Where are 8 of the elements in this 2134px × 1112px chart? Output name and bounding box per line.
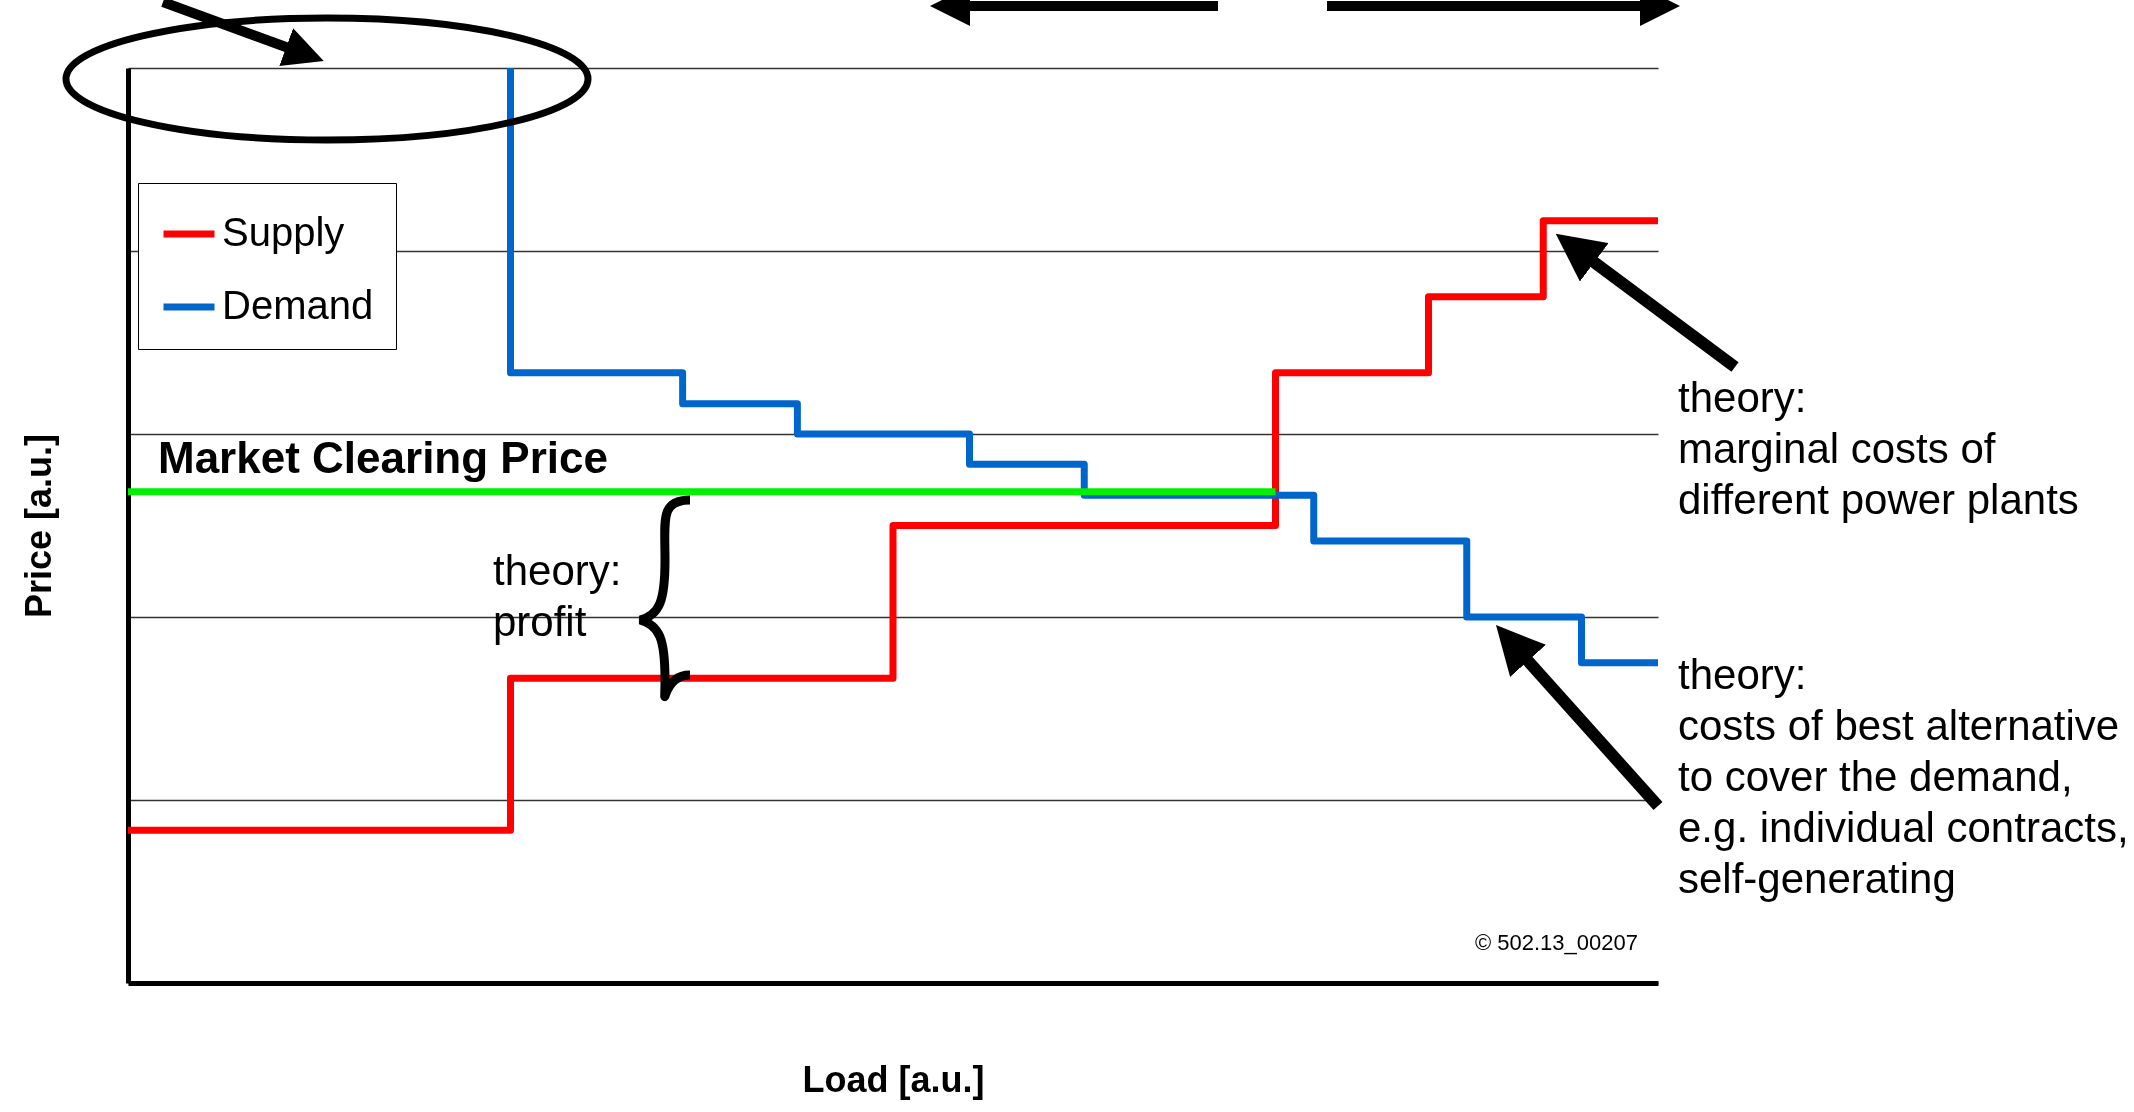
text: theory: marginal costs of different power plants [1678, 374, 2079, 523]
legend-label: Supply [222, 210, 345, 254]
legend-label: Demand [222, 283, 374, 327]
annotation: © 502.13_00207 [1474, 930, 1638, 955]
text: theory: costs of best alternative to cover the demand, e.g. individual contracts, self-generating [1678, 651, 2129, 902]
y-axis-title: Price [a.u.] [17, 433, 59, 619]
annotation: Market Clearing Price [158, 432, 608, 482]
x-axis-title: Load [a.u.] [802, 1058, 985, 1100]
